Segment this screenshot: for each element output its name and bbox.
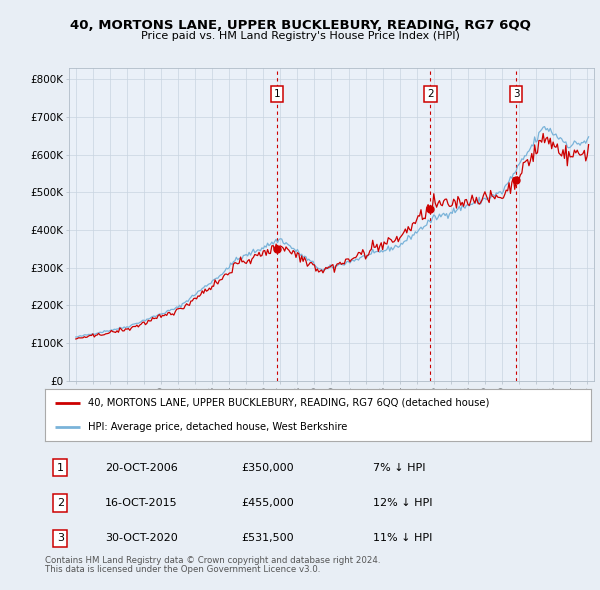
Text: This data is licensed under the Open Government Licence v3.0.: This data is licensed under the Open Gov…: [45, 565, 320, 574]
Text: 2: 2: [57, 498, 64, 508]
Text: £455,000: £455,000: [242, 498, 295, 508]
Text: HPI: Average price, detached house, West Berkshire: HPI: Average price, detached house, West…: [88, 422, 347, 432]
Text: 16-OCT-2015: 16-OCT-2015: [105, 498, 178, 508]
Text: 3: 3: [57, 533, 64, 543]
Text: 40, MORTONS LANE, UPPER BUCKLEBURY, READING, RG7 6QQ (detached house): 40, MORTONS LANE, UPPER BUCKLEBURY, READ…: [88, 398, 489, 408]
Text: 7% ↓ HPI: 7% ↓ HPI: [373, 463, 425, 473]
Text: 30-OCT-2020: 30-OCT-2020: [105, 533, 178, 543]
Text: £350,000: £350,000: [242, 463, 294, 473]
Text: 12% ↓ HPI: 12% ↓ HPI: [373, 498, 432, 508]
Text: Price paid vs. HM Land Registry's House Price Index (HPI): Price paid vs. HM Land Registry's House …: [140, 31, 460, 41]
Text: 20-OCT-2006: 20-OCT-2006: [105, 463, 178, 473]
Text: 3: 3: [513, 89, 520, 99]
Text: 11% ↓ HPI: 11% ↓ HPI: [373, 533, 432, 543]
Text: 1: 1: [57, 463, 64, 473]
Text: 40, MORTONS LANE, UPPER BUCKLEBURY, READING, RG7 6QQ: 40, MORTONS LANE, UPPER BUCKLEBURY, READ…: [70, 19, 530, 32]
Text: £531,500: £531,500: [242, 533, 294, 543]
Text: Contains HM Land Registry data © Crown copyright and database right 2024.: Contains HM Land Registry data © Crown c…: [45, 556, 380, 565]
Text: 2: 2: [427, 89, 434, 99]
Text: 1: 1: [274, 89, 280, 99]
